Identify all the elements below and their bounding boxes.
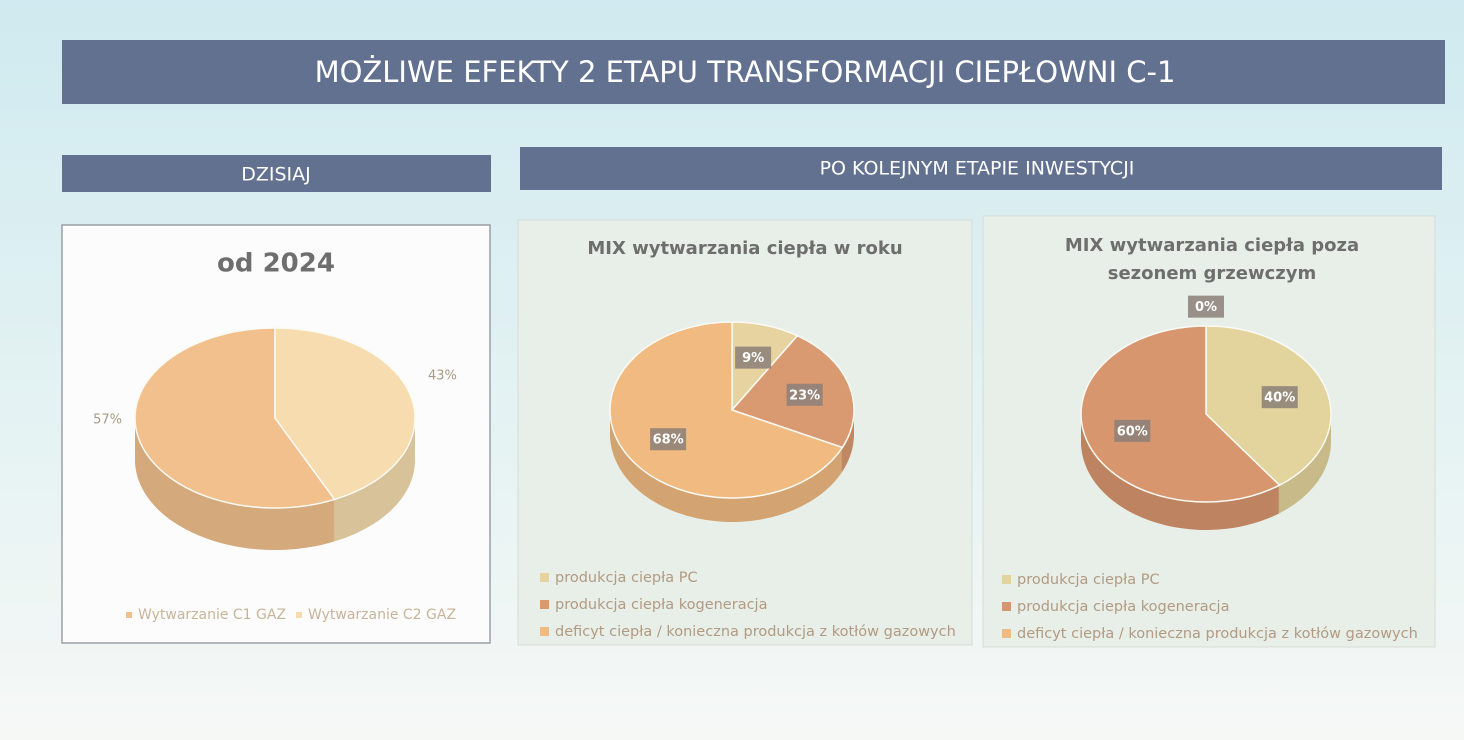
slice: [1080, 325, 1281, 503]
slice: [609, 321, 844, 499]
data-label-bg: [1188, 295, 1224, 318]
data-label: 23%: [789, 388, 820, 403]
chart-title: MIX wytwarzania ciepła w roku: [587, 238, 902, 259]
chart-title-line: MIX wytwarzania ciepła poza: [1065, 235, 1359, 256]
section-bar: [520, 147, 1442, 190]
legend-label: deficyt ciepła / konieczna produkcja z k…: [1017, 626, 1418, 642]
legend-label: produkcja ciepła PC: [1017, 572, 1160, 588]
slice: [274, 327, 416, 501]
section-bar: [62, 155, 491, 192]
chart-title: od 2024: [217, 249, 335, 279]
data-label-bg: [650, 428, 687, 451]
legend-swatch: [540, 573, 549, 582]
legend-swatch: [1002, 575, 1011, 584]
data-label-bg: [1261, 386, 1298, 409]
data-label-bg: [786, 383, 823, 406]
data-label: 68%: [653, 433, 684, 448]
data-label: 40%: [1264, 391, 1295, 406]
legend-label: Wytwarzanie C1 GAZ: [138, 607, 286, 623]
legend-label: deficyt ciepła / konieczna produkcja z k…: [555, 624, 956, 640]
data-label: 9%: [742, 351, 764, 366]
slice: [134, 327, 336, 509]
data-label-box: 23%: [786, 383, 823, 406]
data-label: 60%: [1117, 424, 1148, 439]
legend-swatch: [1002, 629, 1011, 638]
legend-label: produkcja ciepła kogeneracja: [1017, 599, 1229, 615]
legend-label: produkcja ciepła PC: [555, 570, 698, 586]
data-label-box: 9%: [735, 346, 772, 369]
data-label: 0%: [1195, 300, 1217, 315]
data-label-bg: [1114, 419, 1151, 442]
data-label: 57%: [93, 412, 122, 427]
legend-swatch: [126, 612, 132, 618]
data-label: 43%: [428, 369, 457, 384]
title-bar: [62, 40, 1445, 104]
legend-swatch: [1002, 602, 1011, 611]
chart-panel: [982, 215, 1436, 648]
data-label-box: 40%: [1261, 386, 1298, 409]
legend-swatch: [540, 600, 549, 609]
legend-label: Wytwarzanie C2 GAZ: [308, 607, 456, 623]
data-label-box: 60%: [1114, 419, 1151, 442]
chart-title-line: sezonem grzewczym: [1108, 263, 1317, 284]
section-label: DZISIAJ: [241, 164, 311, 186]
data-label-box: 68%: [650, 428, 687, 451]
legend-swatch: [296, 612, 302, 618]
slide-title: MOŻLIWE EFEKTY 2 ETAPU TRANSFORMACJI CIE…: [315, 55, 1176, 89]
data-label-box: 0%: [1188, 295, 1224, 318]
section-label: PO KOLEJNYM ETAPIE INWESTYCJI: [820, 158, 1135, 180]
data-label-bg: [735, 346, 772, 369]
legend-swatch: [540, 627, 549, 636]
legend-label: produkcja ciepła kogeneracja: [555, 597, 767, 613]
chart-title: MIX wytwarzania ciepła poza sezonem grzew…: [1065, 235, 1359, 284]
